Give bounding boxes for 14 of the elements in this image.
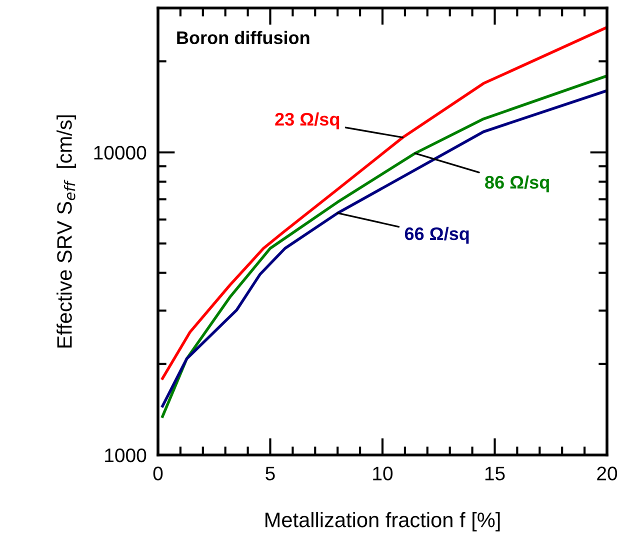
y-tick-label: 1000 bbox=[105, 448, 146, 462]
annotation: Boron diffusion bbox=[177, 30, 310, 44]
x-tick-label: 15 bbox=[485, 466, 505, 480]
line-series bbox=[161, 26, 607, 380]
text: 86 Ω/sq bbox=[485, 175, 549, 192]
x-tick-label: 10 bbox=[373, 466, 393, 480]
x-tick-label: 5 bbox=[266, 466, 275, 480]
x-tick-label: 20 bbox=[597, 466, 618, 480]
text: 66 Ω/sq bbox=[404, 226, 469, 244]
y-tick-label: 10000 bbox=[94, 146, 146, 160]
x-axis-title: Metallization fraction f [%] bbox=[266, 512, 500, 532]
y-axis-title: Effective SRV S$_{eff}$ [cm/s] bbox=[56, 115, 76, 348]
x-tick-label: 0 bbox=[153, 466, 163, 480]
text: 23 Ω/sq bbox=[275, 112, 339, 130]
